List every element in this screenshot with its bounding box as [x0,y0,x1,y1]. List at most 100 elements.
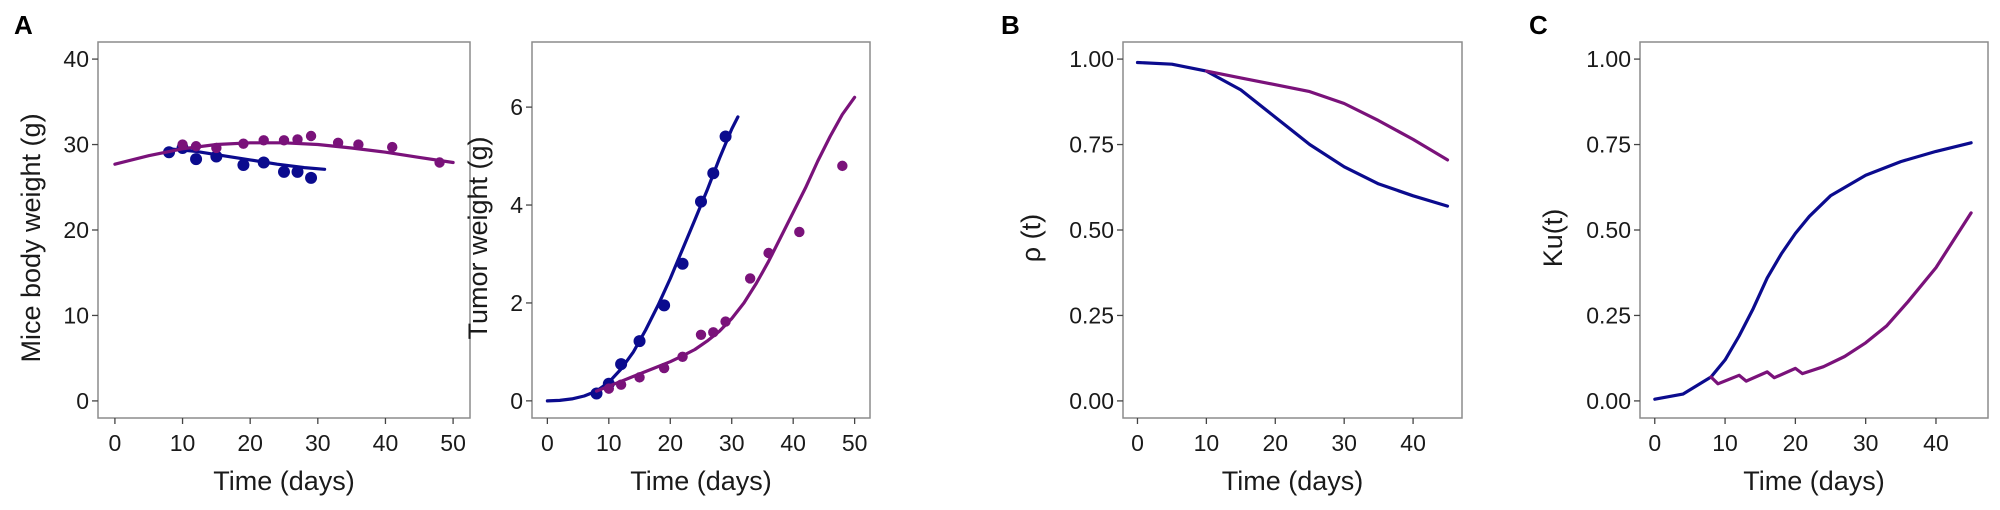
data-point-blue [615,358,628,371]
y-tick-label: 10 [63,302,89,328]
x-tick-label: 50 [842,430,868,456]
data-point-purple [708,327,719,338]
data-point-blue [658,299,671,312]
x-tick-label: 40 [373,430,399,456]
data-point-blue [305,171,318,184]
series-line-blue [545,115,740,403]
y-tick-label: 2 [510,290,523,316]
y-tick-label: 0.75 [1069,132,1114,158]
y-tick-label: 30 [63,132,89,158]
data-point-purple [211,142,222,154]
data-point-purple [177,139,188,150]
y-tick-label: 4 [510,192,523,218]
x-axis-title: Time (days) [213,466,355,496]
data-point-purple [720,316,731,327]
data-point-blue [278,165,290,178]
y-tick-label: 1.00 [1069,46,1114,72]
x-axis-title: Time (days) [1743,466,1885,496]
data-point-purple [615,379,627,390]
data-point-blue [707,167,720,180]
x-tick-label: 30 [1853,430,1879,456]
data-point-purple [634,372,645,383]
x-tick-label: 40 [780,430,806,456]
y-tick-label: 0 [76,388,89,414]
data-point-purple [278,135,290,146]
series-line-blue [1135,60,1450,208]
y-tick-label: 0.00 [1586,388,1631,414]
x-tick-label: 30 [719,430,745,456]
data-point-purple [434,157,445,168]
x-tick-label: 20 [1262,430,1288,456]
data-point-purple [744,273,756,284]
series-line-purple [1709,211,1973,386]
x-tick-label: 20 [1783,430,1809,456]
plot-frame [97,41,471,419]
y-axis-title: Ku(t) [1538,209,1568,268]
data-point-blue [190,153,203,166]
data-point-purple [603,383,615,394]
y-axis-title: Tumor weight (g) [463,136,493,339]
y-tick-label: 0 [510,388,523,414]
data-point-blue [695,195,707,208]
data-point-purple [677,351,688,363]
x-tick-label: 30 [305,430,331,456]
series-line-purple [1204,69,1450,162]
y-axis-title: Mice body weight (g) [16,113,46,362]
plot-frame [531,41,871,419]
x-tick-label: 0 [1131,430,1144,456]
x-tick-label: 20 [657,430,683,456]
data-point-purple [258,135,269,146]
y-tick-label: 1.00 [1586,46,1631,72]
x-tick-label: 40 [1400,430,1426,456]
x-tick-label: 10 [1194,430,1220,456]
data-point-blue [633,335,646,348]
y-tick-label: 0.50 [1586,217,1631,243]
y-axis-title: ρ (t) [1016,214,1046,262]
x-tick-label: 0 [109,430,122,456]
panel-letter-c: C [1529,10,1548,40]
y-tick-label: 6 [510,94,523,120]
panel-letter-a: A [14,10,33,40]
x-axis-title: Time (days) [630,466,772,496]
data-point-purple [658,362,670,374]
data-point-blue [257,156,270,169]
data-point-blue [676,257,689,270]
plot-frame [1639,41,1989,419]
y-tick-label: 0.50 [1069,217,1114,243]
y-tick-label: 20 [63,217,89,243]
data-point-purple [292,134,303,145]
x-tick-label: 50 [440,430,466,456]
plot-frame [1122,41,1463,419]
x-tick-label: 40 [1923,430,1949,456]
x-tick-label: 0 [541,430,554,456]
data-point-purple [763,247,774,259]
x-axis-title: Time (days) [1222,466,1364,496]
x-tick-label: 10 [596,430,622,456]
x-tick-label: 30 [1331,430,1357,456]
data-point-blue [719,130,732,143]
data-point-blue [291,165,304,178]
data-point-purple [387,141,398,153]
data-point-purple [332,137,344,149]
x-tick-label: 10 [170,430,196,456]
chart-panel-3: 0 10 20 30 40 0.00 0.25 0.50 0.75 1.00 Time (days)… [1016,41,1463,496]
x-tick-label: 0 [1648,430,1661,456]
y-tick-label: 0.25 [1069,302,1114,328]
y-tick-label: 0.00 [1069,388,1114,414]
data-point-purple [353,139,364,150]
data-point-purple [190,141,202,152]
data-point-purple [695,329,707,340]
data-point-purple [837,160,848,172]
data-point-purple [305,130,317,142]
x-tick-label: 20 [237,430,263,456]
data-point-blue [237,159,250,172]
y-tick-label: 40 [63,46,89,72]
data-point-purple [794,226,805,238]
data-point-blue [210,150,223,163]
chart-panel-4: 0 10 20 30 40 0.00 0.25 0.50 0.75 1.00 Time (days)… [1538,41,1989,496]
y-tick-label: 0.25 [1586,302,1631,328]
chart-panel-1: 0 10 20 30 40 50 0 10 20 30 40 Time (days) Mice body… [16,41,471,496]
x-tick-label: 10 [1712,430,1738,456]
chart-panel-2: 0 10 20 30 40 50 0 2 4 6 Time (days) Tumor weight (… [463,41,871,496]
